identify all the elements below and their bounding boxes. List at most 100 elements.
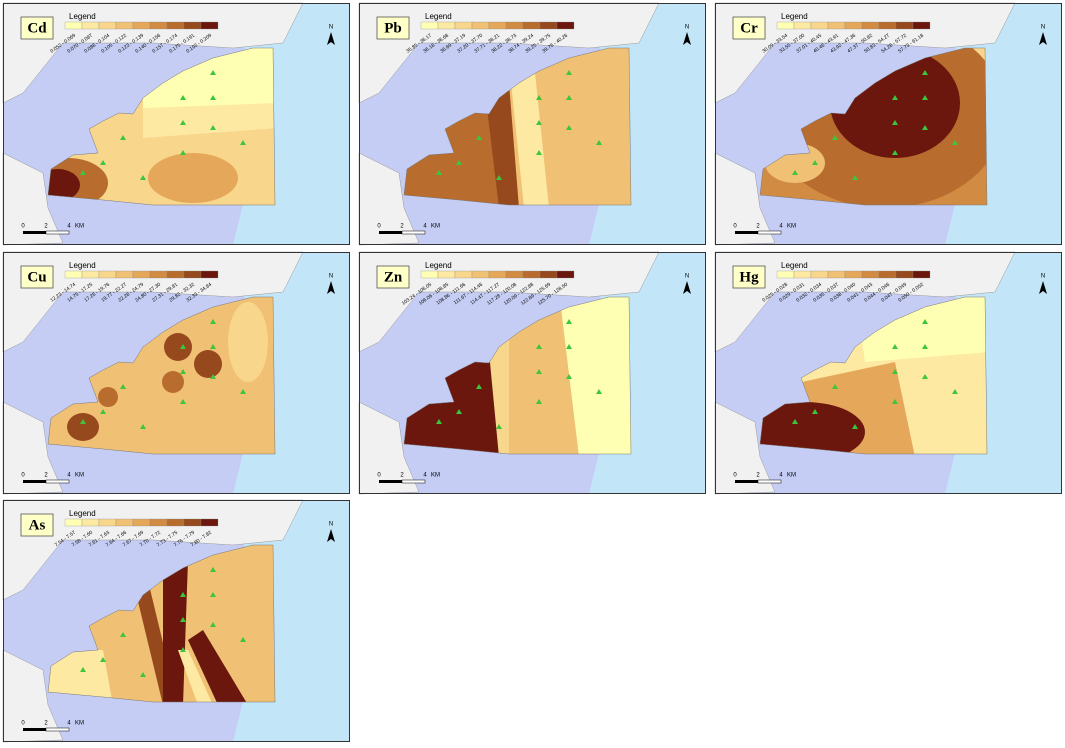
panel-border	[3, 3, 350, 245]
legend-swatch	[810, 270, 829, 279]
sample-site	[210, 344, 216, 349]
scale-bar-half	[45, 230, 70, 235]
scale-label: 4	[67, 224, 71, 230]
legend-swatch	[844, 270, 863, 279]
sample-site	[210, 622, 216, 627]
legend-swatch	[505, 270, 524, 279]
sample-site	[456, 160, 462, 165]
legend-swatch	[471, 270, 490, 279]
scale-label: KM	[75, 721, 84, 727]
legend-swatch	[81, 518, 100, 527]
legend-swatch	[420, 21, 439, 30]
scale-label: 2	[400, 473, 404, 479]
sample-site	[536, 95, 542, 100]
interpolated-zone	[143, 103, 275, 138]
element-label: Cr	[740, 20, 758, 36]
sample-site	[852, 175, 858, 180]
scale-label: 2	[44, 473, 48, 479]
sample-site	[180, 344, 186, 349]
legend-title: Legend	[781, 12, 808, 21]
legend-swatch	[912, 270, 931, 279]
sample-site	[952, 140, 958, 145]
study-outline	[759, 296, 988, 455]
sample-site	[892, 369, 898, 374]
legend-swatch	[166, 21, 185, 30]
interpolated-zone	[48, 169, 80, 201]
north-label: N	[329, 25, 333, 31]
scale-label: KM	[431, 473, 440, 479]
legend-swatch	[539, 21, 558, 30]
sample-site	[536, 150, 542, 155]
scale-label: 0	[21, 721, 25, 727]
sample-site	[476, 135, 482, 140]
north-arrow	[327, 281, 335, 294]
sample-site	[120, 632, 126, 637]
north-label: N	[685, 274, 689, 280]
element-box	[376, 16, 410, 40]
sample-site	[922, 374, 928, 379]
legend-title: Legend	[425, 261, 452, 270]
sample-site	[140, 672, 146, 677]
scale-label: 0	[21, 473, 25, 479]
legend-swatch	[166, 270, 185, 279]
element-box	[376, 265, 410, 289]
legend-swatch	[810, 21, 829, 30]
sample-site	[140, 175, 146, 180]
sample-site	[100, 160, 106, 165]
legend-swatch	[776, 21, 795, 30]
legend-swatch	[420, 270, 439, 279]
interpolated-zone	[509, 297, 579, 454]
sample-site	[456, 409, 462, 414]
scale-label: 4	[779, 473, 783, 479]
study-outline	[47, 47, 276, 206]
sample-site	[566, 70, 572, 75]
sample-site	[100, 657, 106, 662]
legend-swatch	[132, 21, 151, 30]
scale-label: KM	[75, 473, 84, 479]
scale-label: 0	[377, 224, 381, 230]
sample-site	[210, 70, 216, 75]
legend-swatch	[200, 518, 219, 527]
north-arrow	[327, 529, 335, 542]
interpolated-zone	[148, 153, 238, 203]
legend-swatch	[183, 270, 202, 279]
legend-swatch	[878, 270, 897, 279]
sample-site	[180, 399, 186, 404]
scale-label: 4	[67, 721, 71, 727]
sample-site	[210, 319, 216, 324]
legend-swatch	[64, 518, 83, 527]
legend-swatch	[98, 21, 117, 30]
legend-swatch	[776, 270, 795, 279]
legend-swatch	[844, 21, 863, 30]
element-box	[20, 513, 54, 537]
panel-border	[359, 3, 706, 245]
legend-title: Legend	[425, 12, 452, 21]
legend-swatch	[166, 518, 185, 527]
legend-swatch	[149, 270, 168, 279]
sample-site	[792, 419, 798, 424]
legend-swatch	[200, 270, 219, 279]
legend-swatch	[98, 518, 117, 527]
legend-swatch	[793, 21, 812, 30]
sample-site	[892, 95, 898, 100]
legend-swatch	[81, 21, 100, 30]
legend-swatch	[522, 270, 541, 279]
legend-swatch	[132, 518, 151, 527]
element-box	[732, 265, 766, 289]
sample-site	[536, 369, 542, 374]
north-label: N	[1041, 25, 1045, 31]
legend-swatch	[183, 21, 202, 30]
scale-bar-half	[757, 230, 782, 235]
interpolated-zone	[559, 297, 631, 454]
study-outline	[403, 296, 632, 455]
sample-site	[832, 135, 838, 140]
sample-site	[210, 592, 216, 597]
legend-swatch	[556, 21, 575, 30]
sample-site	[180, 150, 186, 155]
sample-site	[566, 374, 572, 379]
sample-site	[892, 344, 898, 349]
element-label: Hg	[739, 269, 759, 285]
north-arrow	[683, 32, 691, 45]
